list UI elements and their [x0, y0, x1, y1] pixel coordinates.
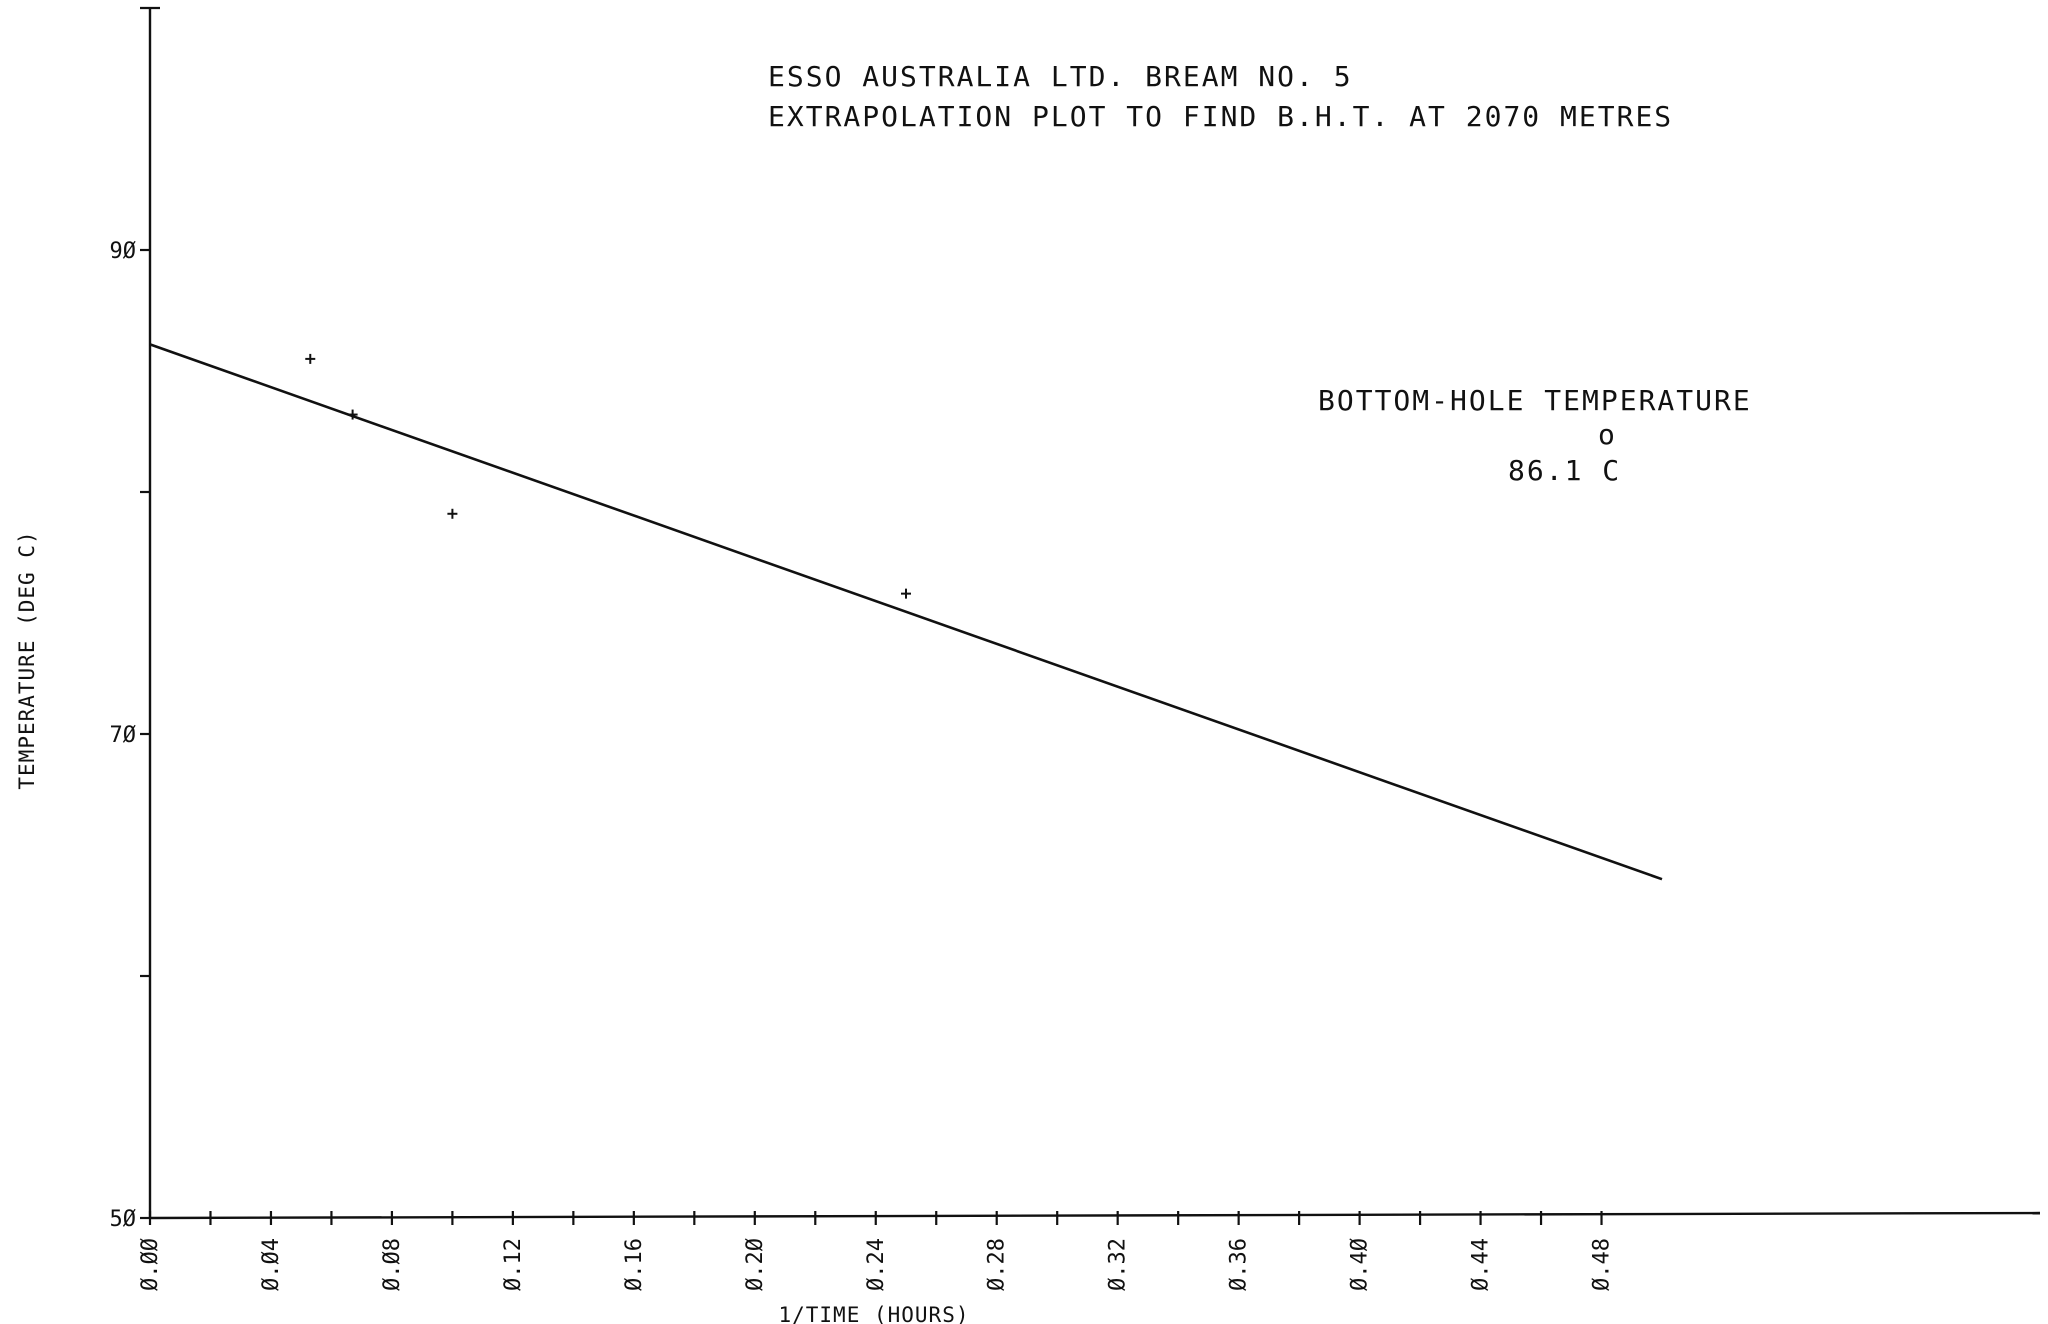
x-tick-label: Ø.28 — [985, 1238, 1010, 1291]
x-tick-label: Ø.12 — [501, 1238, 526, 1291]
x-tick-label: Ø.16 — [622, 1238, 647, 1291]
x-tick-label: Ø.ØØ — [138, 1238, 163, 1291]
x-tick-label: Ø.Ø4 — [259, 1238, 284, 1291]
x-tick-label: Ø.Ø8 — [380, 1238, 405, 1291]
chart-title-line-1: ESSO AUSTRALIA LTD. BREAM NO. 5 — [768, 60, 1353, 93]
x-tick-label: Ø.2Ø — [743, 1238, 768, 1291]
y-tick-label: 7Ø — [110, 723, 137, 748]
x-axis-line — [149, 1211, 2041, 1220]
x-tick-label: Ø.32 — [1106, 1238, 1131, 1291]
bht-annotation-value: 86.1 C — [1508, 454, 1621, 487]
x-tick-label: Ø.24 — [864, 1238, 889, 1291]
y-axis-label: TEMPERATURE (DEG C) — [15, 530, 39, 789]
x-tick-label: Ø.48 — [1590, 1238, 1615, 1291]
data-point — [347, 409, 358, 420]
x-tick-label: Ø.36 — [1227, 1238, 1252, 1291]
bht-annotation-degree: o — [1598, 418, 1617, 451]
data-point — [901, 588, 911, 599]
y-tick-label: 5Ø — [110, 1207, 137, 1232]
bht-annotation-label: BOTTOM-HOLE TEMPERATURE — [1318, 384, 1752, 417]
x-axis-label: 1/TIME (HOURS) — [778, 1303, 969, 1324]
x-tick-label: Ø.4Ø — [1348, 1238, 1373, 1291]
data-point — [447, 508, 458, 519]
y-tick-label: 9Ø — [110, 239, 137, 264]
regression-line — [149, 343, 1663, 881]
x-tick-label: Ø.44 — [1469, 1238, 1494, 1291]
data-point — [305, 353, 316, 364]
chart-title-line-2: EXTRAPOLATION PLOT TO FIND B.H.T. AT 207… — [768, 100, 1673, 133]
